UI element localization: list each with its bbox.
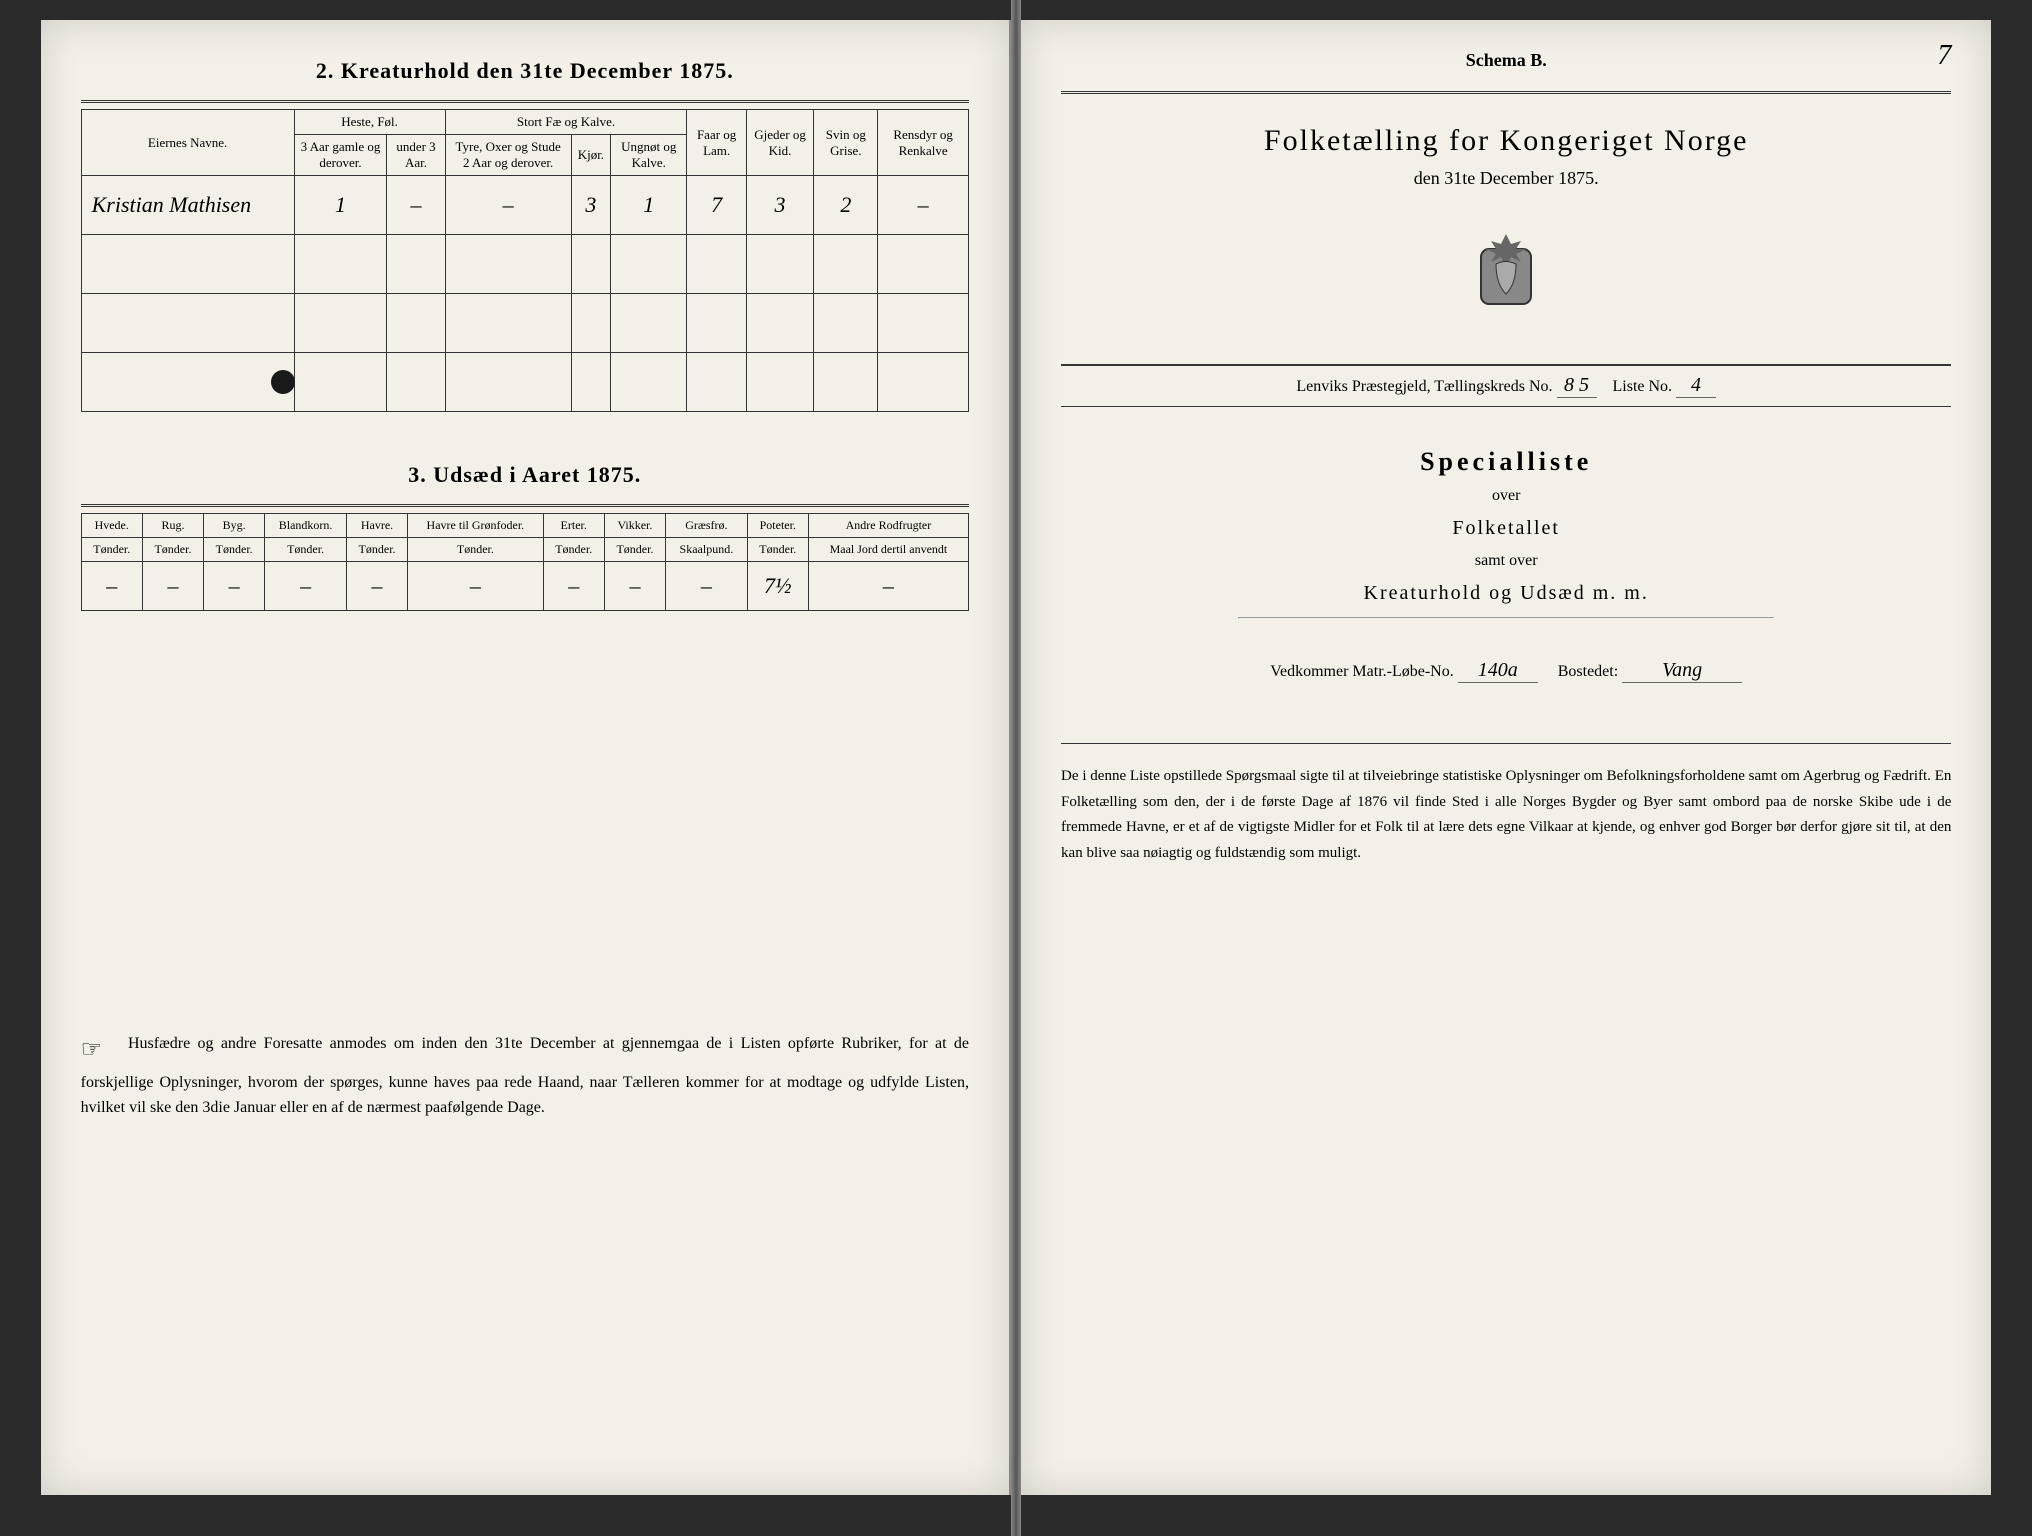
cell: – (204, 562, 265, 611)
over-label: over (1061, 487, 1951, 505)
kreaturhold-table: Eiernes Navne. Heste, Føl. Stort Fæ og K… (81, 109, 969, 412)
cell: – (81, 562, 142, 611)
kreds-value: 8 5 (1557, 374, 1597, 398)
book-spine (1011, 0, 1021, 1536)
specialliste-title: Specialliste (1061, 447, 1951, 477)
col: Havre til Grønfoder. (408, 514, 543, 538)
col-heste: Heste, Føl. (294, 110, 445, 135)
ink-blot (271, 370, 295, 394)
col: Andre Rodfrugter (808, 514, 968, 538)
section2-title: 2. Kreaturhold den 31te December 1875. (81, 58, 969, 84)
left-page: 2. Kreaturhold den 31te December 1875. E… (41, 20, 1011, 1495)
cell: – (666, 562, 748, 611)
col: Erter. (543, 514, 604, 538)
liste-value: 4 (1676, 374, 1716, 398)
main-title: Folketælling for Kongeriget Norge (1061, 124, 1951, 158)
col: Hvede. (81, 514, 142, 538)
cell: 3 (746, 176, 814, 235)
col: Vikker. (604, 514, 665, 538)
col-stortfae: Stort Fæ og Kalve. (445, 110, 687, 135)
unit: Tønder. (604, 538, 665, 562)
col: Græsfrø. (666, 514, 748, 538)
subcol-f3: Ungnøt og Kalve. (611, 135, 687, 176)
matr-label: Vedkommer Matr.-Løbe-No. (1270, 663, 1454, 680)
unit: Tønder. (747, 538, 808, 562)
cell: – (445, 176, 571, 235)
col: Blandkorn. (265, 514, 347, 538)
col: Rug. (142, 514, 203, 538)
unit: Tønder. (81, 538, 142, 562)
matr-value: 140a (1458, 659, 1538, 683)
owner-name: Kristian Mathisen (81, 176, 294, 235)
table-row-empty (81, 294, 968, 353)
subcol-h2: under 3 Aar. (387, 135, 445, 176)
footnote-block: ☞ Husfædre og andre Foresatte anmodes om… (81, 1031, 969, 1121)
cell: 1 (611, 176, 687, 235)
unit: Tønder. (142, 538, 203, 562)
cell: 7½ (747, 562, 808, 611)
table-row: Kristian Mathisen 1 – – 3 1 7 3 2 – (81, 176, 968, 235)
unit: Tønder. (346, 538, 407, 562)
col-gjeder: Gjeder og Kid. (746, 110, 814, 176)
section3-title: 3. Udsæd i Aaret 1875. (81, 462, 969, 488)
right-header: Schema B. Folketælling for Kongeriget No… (1061, 50, 1951, 683)
cell: – (387, 176, 445, 235)
right-page: 7 Schema B. Folketælling for Kongeriget … (1021, 20, 1991, 1495)
cell: 2 (814, 176, 878, 235)
cell: – (265, 562, 347, 611)
cell: – (543, 562, 604, 611)
subcol-f1: Tyre, Oxer og Stude 2 Aar og derover. (445, 135, 571, 176)
cell: – (604, 562, 665, 611)
col: Byg. (204, 514, 265, 538)
unit: Tønder. (204, 538, 265, 562)
cell: – (346, 562, 407, 611)
cell: – (878, 176, 969, 235)
samt-over-label: samt over (1061, 552, 1951, 570)
coat-of-arms-icon (1466, 229, 1546, 319)
table-row: – – – – – – – – – 7½ – (81, 562, 968, 611)
bosted-label: Bostedet: (1558, 663, 1618, 680)
col: Havre. (346, 514, 407, 538)
cell: 1 (294, 176, 387, 235)
liste-label: Liste No. (1613, 378, 1673, 395)
udsaed-table: Hvede. Rug. Byg. Blandkorn. Havre. Havre… (81, 513, 969, 611)
location-prefix: Lenviks Præstegjeld, Tællingskreds No. (1296, 378, 1552, 395)
schema-label: Schema B. (1061, 50, 1951, 71)
col-owner: Eiernes Navne. (81, 110, 294, 176)
divider (1238, 617, 1774, 619)
subcol-f2: Kjør. (571, 135, 610, 176)
cell: – (808, 562, 968, 611)
book-spread: 2. Kreaturhold den 31te December 1875. E… (0, 0, 2032, 1536)
pointing-hand-icon: ☞ (81, 1031, 121, 1069)
unit: Maal Jord dertil anvendt (808, 538, 968, 562)
bosted-value: Vang (1622, 659, 1742, 683)
matr-line: Vedkommer Matr.-Løbe-No. 140a Bostedet: … (1061, 659, 1951, 683)
cell: 7 (687, 176, 746, 235)
col-faar: Faar og Lam. (687, 110, 746, 176)
unit: Tønder. (265, 538, 347, 562)
kreatur-label: Kreaturhold og Udsæd m. m. (1061, 582, 1951, 605)
cell: 3 (571, 176, 610, 235)
unit: Skaalpund. (666, 538, 748, 562)
footnote-text: Husfædre og andre Foresatte anmodes om i… (81, 1035, 969, 1116)
date-line: den 31te December 1875. (1061, 168, 1951, 189)
bottom-paragraph: De i denne Liste opstillede Spørgsmaal s… (1061, 743, 1951, 866)
col: Poteter. (747, 514, 808, 538)
divider (1061, 91, 1951, 94)
cell: – (142, 562, 203, 611)
table-row-empty (81, 235, 968, 294)
table-row-empty (81, 353, 968, 412)
divider (81, 100, 969, 103)
divider (81, 504, 969, 507)
cell: – (408, 562, 543, 611)
folketallet-label: Folketallet (1061, 517, 1951, 540)
location-line: Lenviks Præstegjeld, Tællingskreds No. 8… (1061, 364, 1951, 407)
subcol-h1: 3 Aar gamle og derover. (294, 135, 387, 176)
unit: Tønder. (543, 538, 604, 562)
unit: Tønder. (408, 538, 543, 562)
col-rensdyr: Rensdyr og Renkalve (878, 110, 969, 176)
col-svin: Svin og Grise. (814, 110, 878, 176)
page-number: 7 (1937, 40, 1951, 72)
